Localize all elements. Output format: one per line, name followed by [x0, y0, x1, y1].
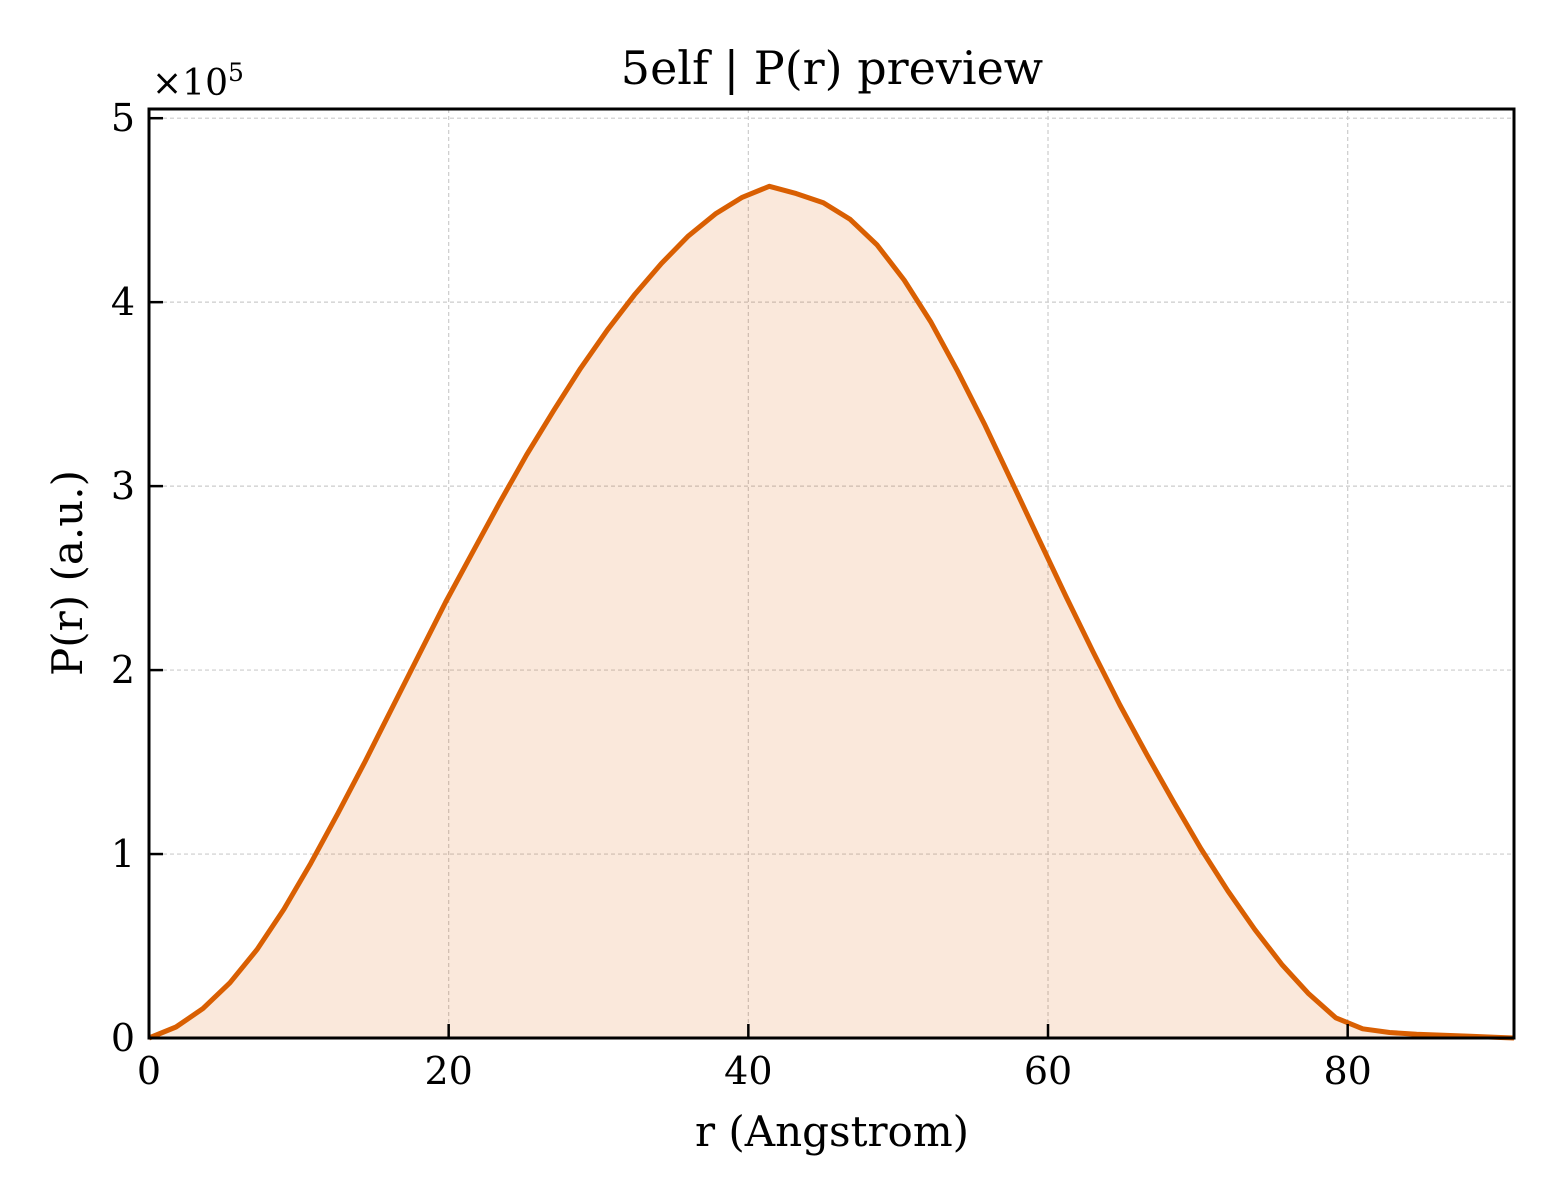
plot-frame — [147, 107, 1516, 1040]
y-tick-label: 5 — [111, 96, 135, 140]
axis-ticks: 0 20 40 60 80 0 1 2 3 4 5 — [111, 96, 1372, 1093]
y-multiplier-exponent: 5 — [228, 58, 244, 87]
x-tick-label: 0 — [137, 1049, 161, 1093]
y-tick-label: 3 — [111, 464, 135, 508]
pr-area-fill — [149, 186, 1514, 1039]
y-tick-label: 0 — [111, 1016, 135, 1060]
y-multiplier-base: ×10 — [152, 63, 228, 104]
chart-title: 5elf | P(r) preview — [621, 41, 1043, 95]
x-tick-label: 40 — [724, 1049, 772, 1093]
y-axis-label: P(r) (a.u.) — [43, 470, 92, 676]
y-tick-label: 1 — [111, 832, 135, 876]
y-tick-label: 4 — [111, 280, 135, 324]
y-axis-multiplier: ×105 — [152, 58, 244, 104]
pr-series-line — [148, 183, 1515, 1041]
grid-lines — [149, 109, 1514, 1038]
x-axis-label: r (Angstrom) — [695, 1107, 969, 1156]
x-tick-label: 80 — [1324, 1049, 1372, 1093]
x-tick-label: 60 — [1024, 1049, 1072, 1093]
x-tick-label: 20 — [424, 1049, 472, 1093]
y-tick-label: 2 — [111, 648, 135, 692]
